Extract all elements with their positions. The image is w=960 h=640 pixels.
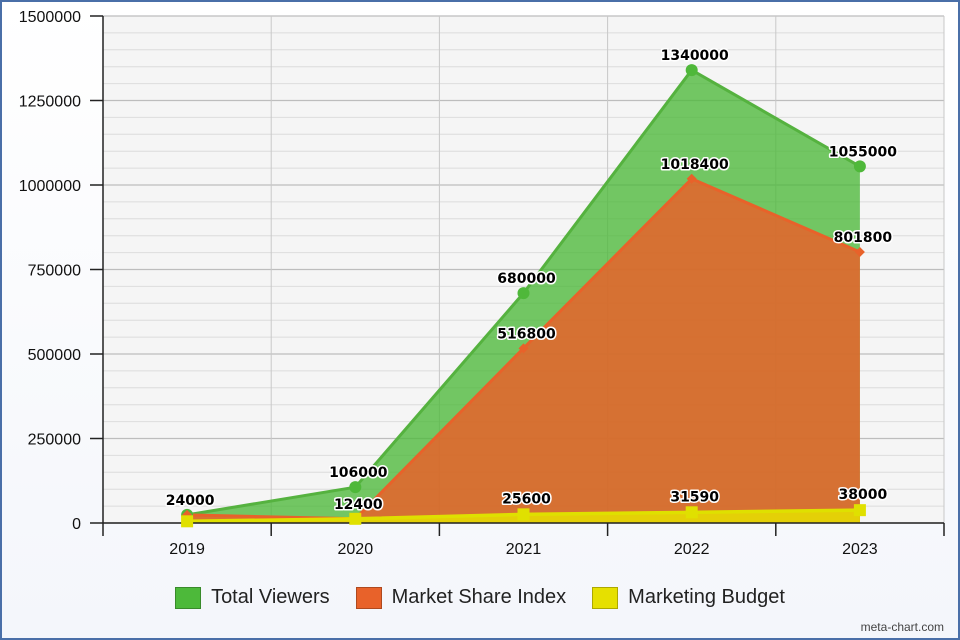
y-tick-label: 0	[72, 516, 81, 533]
chart-legend: Total Viewers Market Share Index Marketing…	[0, 586, 960, 609]
legend-swatch	[355, 586, 382, 609]
data-label: 106000	[329, 465, 388, 481]
x-tick-label: 2022	[674, 541, 710, 558]
label-layer: 24000 106000 680000 1340000 1055000 12400 5168…	[164, 47, 899, 515]
y-tick-label: 500000	[28, 347, 81, 364]
point-marker	[517, 508, 530, 521]
area-chart: 0 250000 500000 750000 1000000 1250000 1500000…	[19, 9, 945, 558]
legend-item[interactable]: Marketing Budget	[592, 586, 785, 609]
point-marker	[349, 481, 362, 494]
point-marker	[853, 504, 866, 517]
point-marker	[686, 173, 697, 184]
legend-label: Marketing Budget	[628, 586, 785, 608]
x-tick-label: 2021	[506, 541, 542, 558]
x-tick-label: 2023	[842, 541, 878, 558]
y-tick-label: 1250000	[19, 94, 81, 111]
watermark: meta-chart.com	[860, 620, 944, 634]
point-marker	[685, 64, 698, 77]
point-marker	[517, 287, 530, 300]
data-label: 516800	[497, 326, 556, 342]
data-label: 24000	[166, 493, 215, 509]
data-label: 1340000	[661, 48, 729, 64]
y-tick-label: 1500000	[19, 9, 81, 26]
y-tick-label: 250000	[28, 432, 81, 449]
x-tick-label: 2020	[338, 541, 374, 558]
marker-layer	[181, 64, 866, 528]
point-marker	[349, 512, 362, 525]
point-marker	[854, 246, 865, 257]
data-label: 12400	[334, 497, 383, 513]
legend-label: Market Share Index	[391, 586, 567, 608]
y-tick-label: 1000000	[19, 178, 81, 195]
data-label: 38000	[839, 487, 888, 503]
data-label: 801800	[834, 230, 893, 246]
data-label: 1055000	[829, 144, 897, 160]
point-marker	[518, 343, 529, 354]
legend-swatch	[592, 586, 619, 609]
y-tick-label: 750000	[28, 263, 81, 280]
data-label: 1018400	[661, 157, 729, 173]
data-label: 25600	[502, 491, 551, 507]
axis-layer: 0 250000 500000 750000 1000000 1250000 1500000…	[19, 9, 945, 558]
legend-label: Total Viewers	[211, 586, 330, 608]
point-marker	[853, 160, 866, 173]
point-marker	[685, 506, 698, 519]
legend-item[interactable]: Market Share Index	[355, 586, 567, 609]
data-label: 31590	[670, 489, 719, 505]
point-marker	[181, 515, 194, 528]
legend-item[interactable]: Total Viewers	[175, 586, 330, 609]
data-label: 680000	[497, 271, 556, 287]
legend-swatch	[175, 586, 202, 609]
x-tick-label: 2019	[169, 541, 205, 558]
